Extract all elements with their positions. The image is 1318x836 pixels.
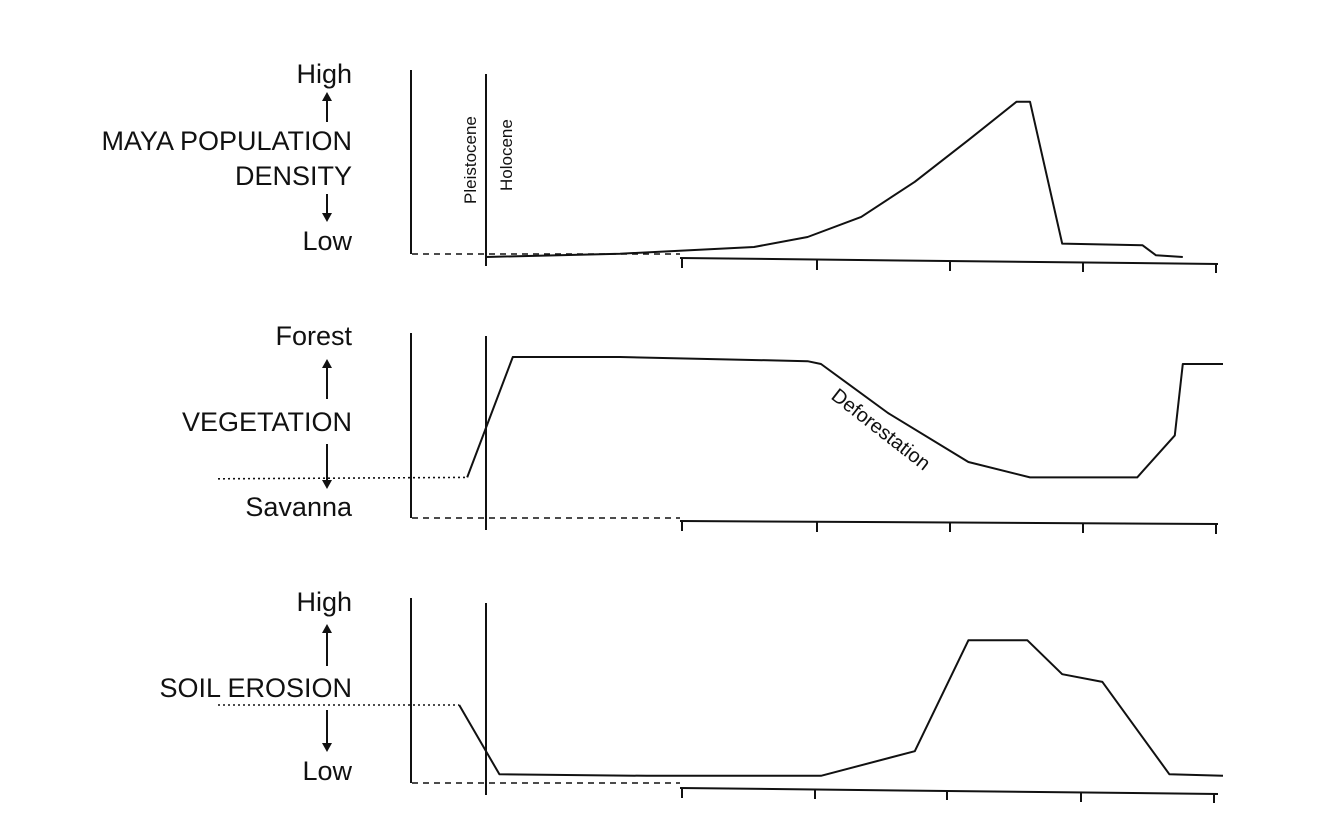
vegetation-low-label: Savanna [245,492,353,522]
vegetation-panel: Forest VEGETATION Savanna Deforestation [182,321,1223,534]
population-density-curve [485,100,1183,258]
population-arrow-down [322,194,332,222]
vegetation-axis-label: VEGETATION [182,407,352,437]
erosion-low-label: Low [302,756,352,786]
population-high-label: High [296,59,352,89]
population-arrow-up [322,92,332,122]
erosion-arrow-up [322,624,332,666]
vegetation-pleistocene-dotted [217,476,468,480]
population-axis-label-line1: MAYA POPULATION [101,126,352,156]
erosion-x-axis [679,787,1219,795]
population-panel: High MAYA POPULATION DENSITY Low Pleisto… [101,59,1219,273]
erosion-high-label: High [296,587,352,617]
vegetation-x-ticks [681,521,1217,534]
vegetation-high-label: Forest [275,321,352,351]
population-low-label: Low [302,226,352,256]
soil-erosion-curve [458,639,1224,777]
population-axis-label-line2: DENSITY [235,161,352,191]
erosion-arrow-down [322,710,332,752]
vegetation-arrow-down [322,444,332,489]
soil-erosion-panel: High SOIL EROSION Low [159,587,1224,803]
holocene-label: Holocene [497,119,516,191]
vegetation-curve [466,356,1223,479]
erosion-axis-label: SOIL EROSION [159,673,352,703]
population-x-ticks [681,258,1217,273]
deforestation-annotation: Deforestation [827,385,934,476]
erosion-x-ticks [681,788,1215,803]
vegetation-arrow-up [322,359,332,399]
pleistocene-label: Pleistocene [461,116,480,204]
